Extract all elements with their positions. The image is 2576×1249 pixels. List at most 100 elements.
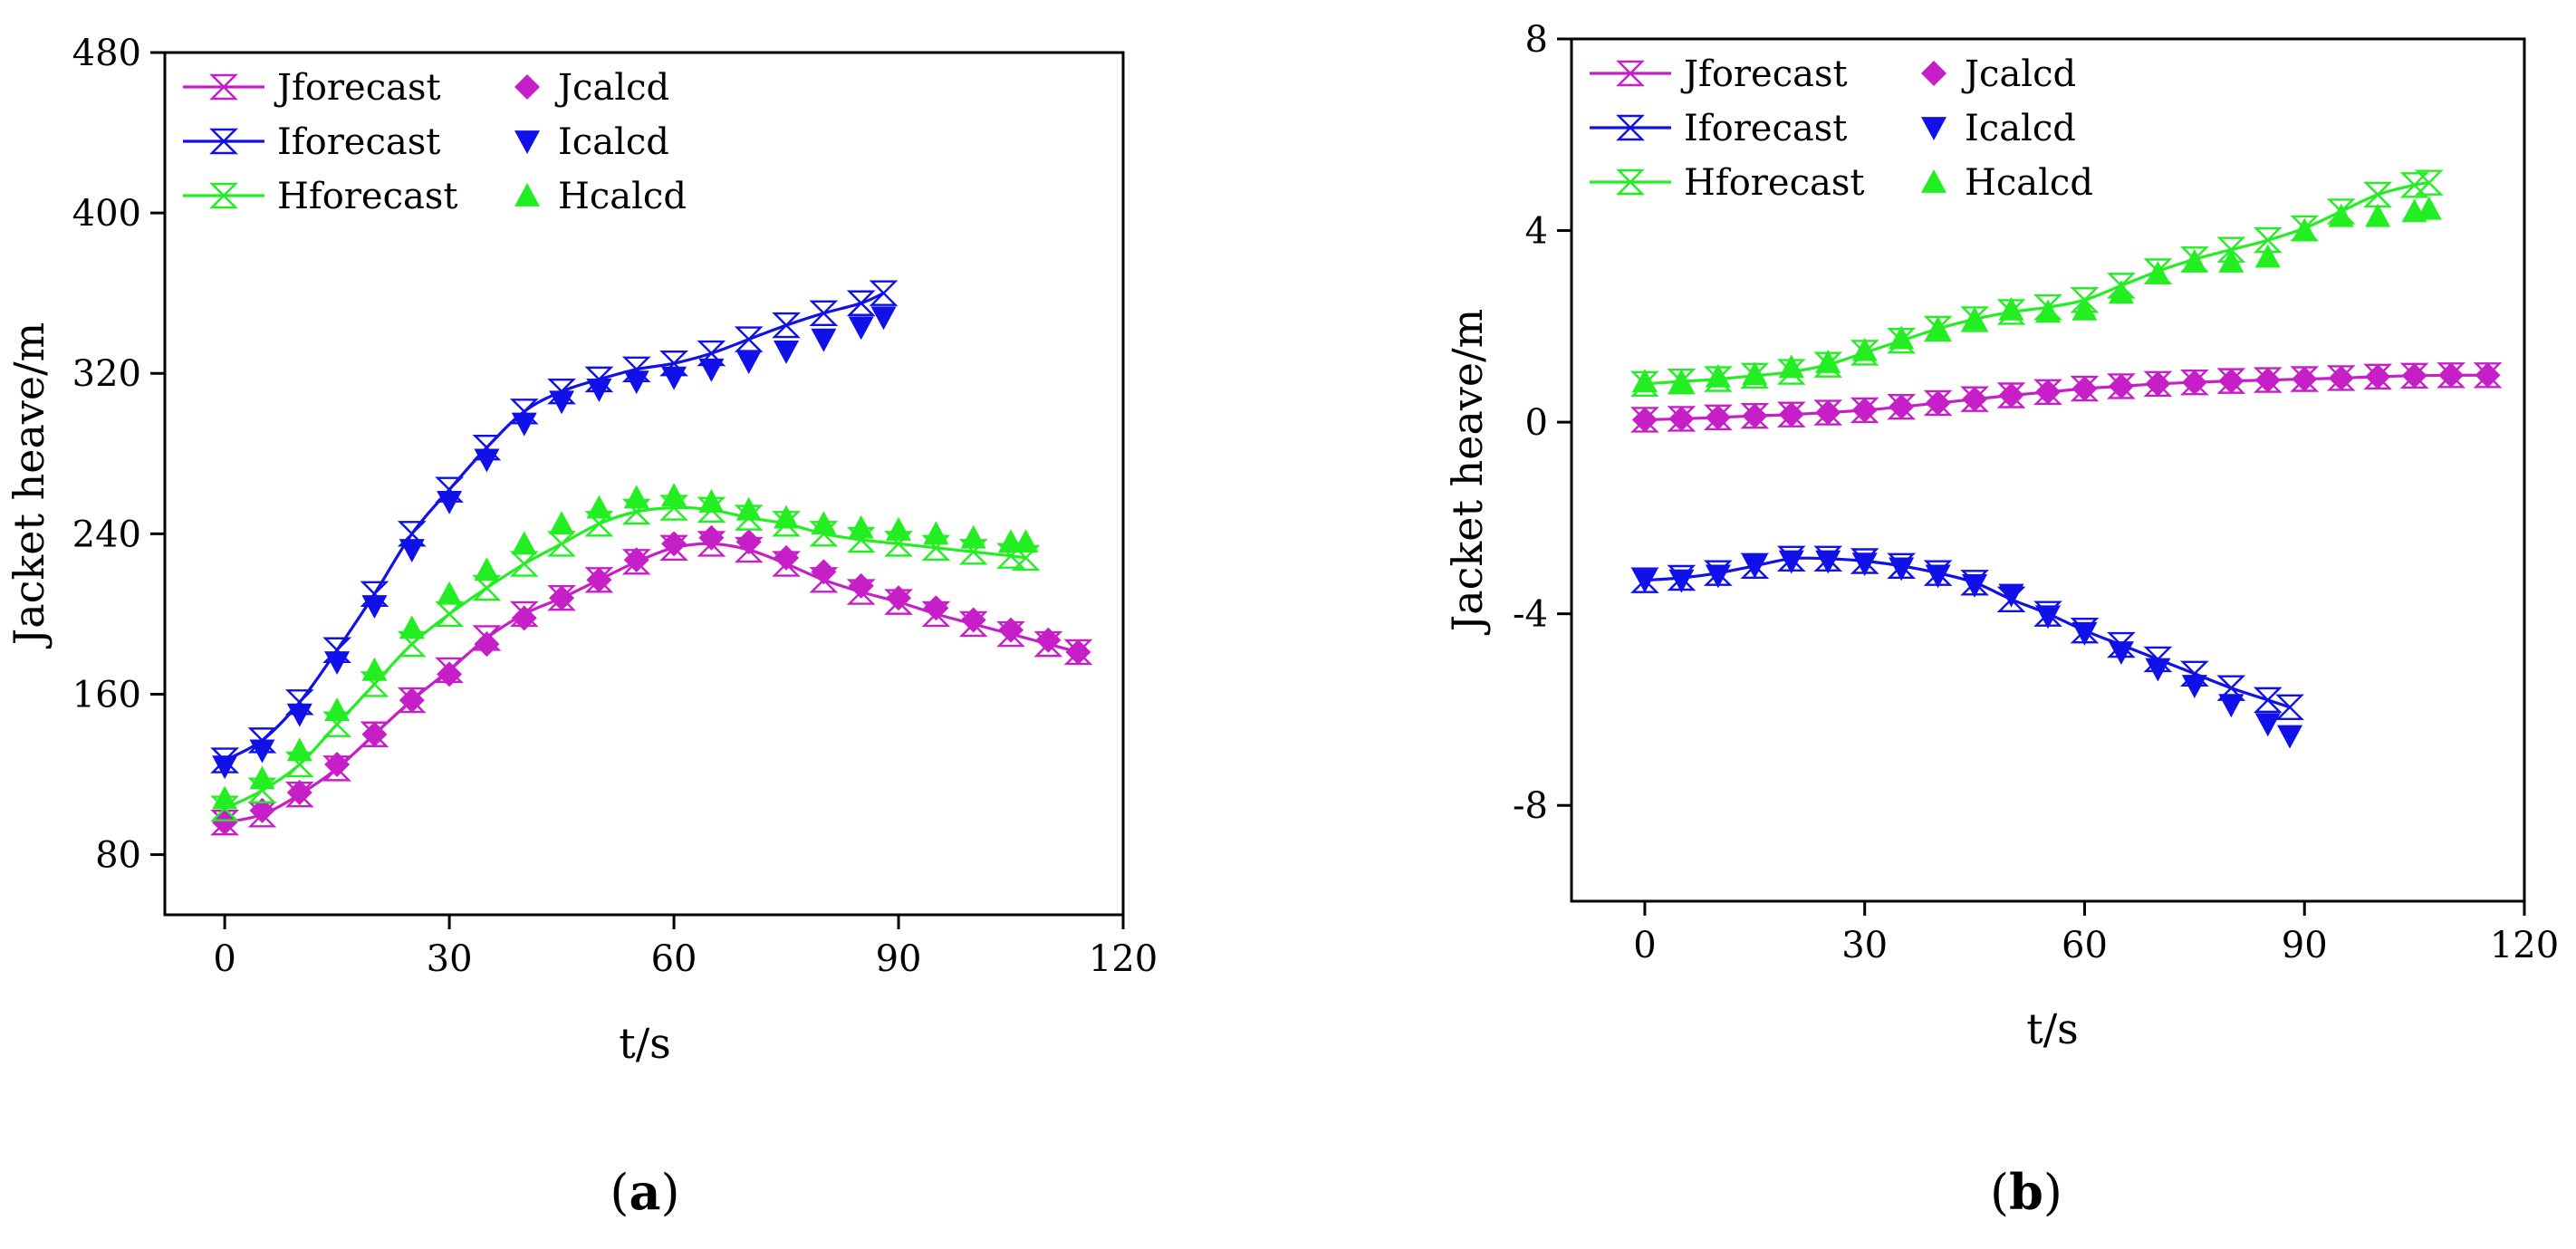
x-tick-label: 0 [1633,925,1656,966]
series-line-Hforecast [1644,181,2430,386]
panel-label-close: ) [661,1164,680,1221]
legend-label: Hforecast [1684,162,1864,204]
legend: Jforecast Jcalcd Iforecast Icalcd Hforecast H… [1590,53,2093,204]
legend-marker [514,74,540,100]
data-point-Icalcd [1778,550,1804,574]
legend-item-Jforecast: Jforecast [183,67,441,109]
data-point-Hcalcd [1851,337,1878,361]
data-point-Hcalcd [848,514,874,539]
data-point-Icalcd [1742,554,1768,579]
legend-item-Jcalcd: Jcalcd [1921,53,2076,95]
data-point-Jcalcd [1925,389,1951,416]
data-point-Jcalcd [2365,363,2391,389]
data-point-Icalcd [1705,564,1731,589]
series-Icalcd [212,306,897,780]
data-point-Jcalcd [1705,404,1731,430]
data-point-Hcalcd [2035,299,2061,323]
data-point-Hcalcd [2071,296,2098,321]
y-axis-label: Jacket heave/m [1443,309,1492,635]
data-point-Icalcd [399,539,425,563]
legend-marker [209,182,238,209]
legend-item-Hcalcd: Hcalcd [514,176,687,217]
data-point-Jcalcd [2292,366,2318,392]
data-point-Jcalcd [2071,376,2098,402]
data-point-Iforecast [2275,694,2304,720]
data-point-Jcalcd [2254,367,2281,393]
data-point-Icalcd [848,316,874,341]
legend-label: Jcalcd [554,67,669,109]
data-point-Icalcd [1925,564,1951,589]
panel-label-open: ( [610,1164,629,1221]
data-point-Jcalcd [2328,365,2354,391]
series-Jcalcd [1631,362,2501,433]
legend-item-Iforecast: Iforecast [1590,108,1847,149]
data-point-Hforecast [472,574,502,601]
y-tick-label: 4 [1525,211,1548,253]
x-tick-label: 30 [1841,925,1888,966]
legend-label: Jforecast [274,67,441,109]
legend-item-Hcalcd: Hcalcd [1921,162,2093,204]
data-point-Jcalcd [1065,639,1091,665]
data-point-Iforecast [772,312,801,339]
data-point-Hcalcd [2108,280,2134,304]
panel-label: (a) [610,1163,679,1221]
legend-marker [209,128,238,155]
data-point-Hcalcd [399,615,425,639]
data-point-Icalcd [1889,557,1915,581]
data-point-Icalcd [286,703,312,727]
data-point-Jcalcd [2145,370,2171,397]
data-point-Jcalcd [1851,397,1878,423]
y-axis-label: Jacket heave/m [5,322,53,649]
data-point-Icalcd [623,370,649,395]
legend-label: Hforecast [277,176,457,217]
data-point-Jcalcd [1631,407,1658,433]
legend-marker [514,183,540,207]
data-point-Jcalcd [2475,362,2501,389]
data-point-Icalcd [2145,658,2171,682]
y-tick-label: 480 [72,33,141,74]
data-point-Hcalcd [1998,296,2024,321]
data-point-Jcalcd [286,779,312,805]
data-point-Icalcd [1815,550,1841,574]
data-point-Icalcd [2181,675,2207,698]
y-tick-label: 320 [72,353,141,395]
data-point-Jcalcd [511,605,537,631]
data-point-Hforecast [547,531,576,557]
legend-label: Hcalcd [558,176,687,217]
data-point-Hcalcd [2416,196,2442,220]
data-point-Jcalcd [2035,379,2061,405]
series-layer [210,280,1093,836]
data-point-Iforecast [734,326,764,352]
data-point-Hcalcd [960,524,986,549]
legend-item-Icalcd: Icalcd [1921,108,2076,149]
legend-label: Iforecast [1684,108,1847,149]
x-tick-label: 0 [213,938,235,980]
panel-label-open: ( [1990,1164,2009,1221]
data-point-Jcalcd [998,617,1024,643]
data-point-Iforecast [846,290,876,316]
data-point-Hcalcd [586,495,612,519]
panel-label-letter: b [2009,1163,2043,1221]
series-layer [1630,169,2503,749]
data-point-Hcalcd [623,485,649,509]
data-point-Hforecast [2070,287,2100,313]
legend-marker [209,73,238,101]
data-point-Hcalcd [2328,203,2354,227]
data-point-Jcalcd [1962,386,1988,412]
data-point-Icalcd [361,595,388,620]
legend-item-Jforecast: Jforecast [1590,53,1848,95]
data-point-Jcalcd [886,585,912,611]
data-point-Hcalcd [774,504,800,529]
legend-marker [1921,117,1946,140]
data-point-Icalcd [474,448,500,473]
series-Hcalcd [212,483,1039,810]
data-point-Icalcd [2071,621,2098,646]
legend-item-Hforecast: Hforecast [1590,162,1864,204]
legend-marker [514,130,540,154]
data-point-Iforecast [869,280,899,306]
data-point-Icalcd [249,739,275,764]
panel-label-close: ) [2043,1164,2062,1221]
series-line-Jforecast [224,542,1079,824]
data-point-Jcalcd [474,631,500,658]
